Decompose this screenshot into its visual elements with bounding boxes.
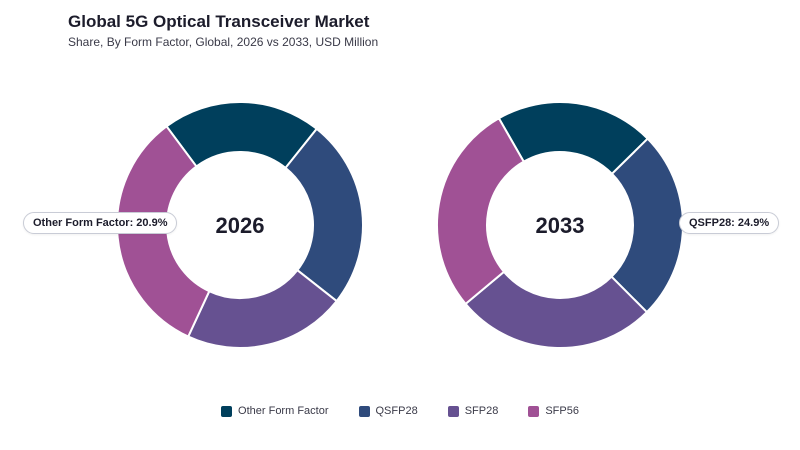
donut-charts: 2026 2033 [116, 101, 684, 349]
legend-item-sfp56[interactable]: SFP56 [528, 405, 579, 417]
legend: Other Form Factor QSFP28 SFP28 SFP56 [0, 405, 800, 417]
legend-item-sfp28[interactable]: SFP28 [447, 405, 499, 417]
legend-swatch [528, 405, 540, 417]
chart-subtitle: Share, By Form Factor, Global, 2026 vs 2… [68, 35, 379, 49]
center-label-2026: 2026 [216, 213, 265, 238]
legend-swatch [358, 405, 370, 417]
slice-2033-sfp56[interactable] [436, 116, 526, 306]
chart-title: Global 5G Optical Transceiver Market [68, 12, 370, 31]
legend-swatch [221, 405, 233, 417]
slice-2033-sfp28[interactable] [464, 270, 649, 349]
legend-label: SFP56 [545, 405, 579, 417]
legend-item-qsfp28[interactable]: QSFP28 [358, 405, 418, 417]
legend-item-other-form-factor[interactable]: Other Form Factor [221, 405, 329, 417]
legend-label: QSFP28 [375, 405, 418, 417]
legend-label: SFP28 [464, 405, 499, 417]
callout-2026: Other Form Factor: 20.9% [23, 212, 178, 234]
legend-label: Other Form Factor [238, 405, 329, 417]
callout-2033: QSFP28: 24.9% [679, 212, 780, 234]
center-label-2033: 2033 [536, 213, 585, 238]
legend-swatch [447, 405, 459, 417]
